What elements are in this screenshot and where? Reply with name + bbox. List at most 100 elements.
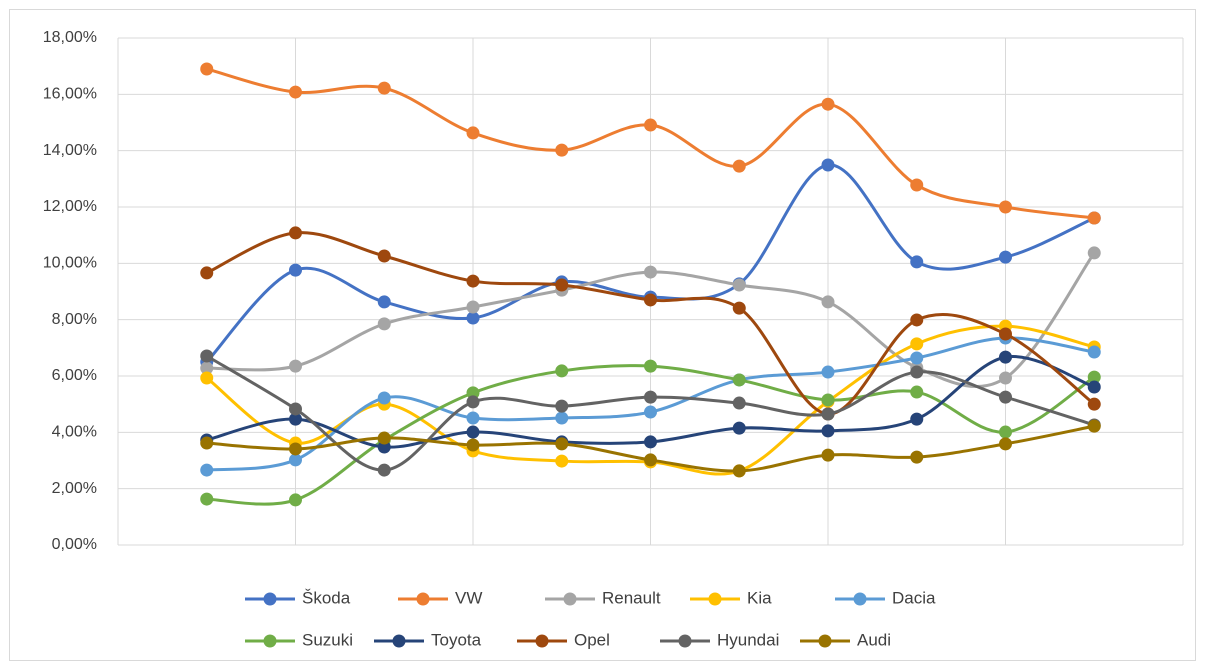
point <box>466 126 480 140</box>
point <box>289 226 302 240</box>
legend-marker <box>563 592 577 606</box>
point <box>377 317 391 331</box>
legend-marker <box>853 592 867 606</box>
point <box>377 463 391 477</box>
y-tick-label: 16,00% <box>43 86 97 103</box>
point <box>644 405 657 419</box>
point <box>555 364 569 378</box>
point <box>466 274 480 288</box>
legend-label: Hyundai <box>717 630 779 649</box>
point <box>466 395 480 409</box>
point <box>644 118 657 132</box>
point <box>289 359 302 373</box>
legend-label: VW <box>455 588 482 607</box>
point <box>732 278 746 292</box>
point <box>1087 397 1101 411</box>
point <box>999 327 1012 341</box>
point <box>200 463 214 477</box>
point <box>377 391 391 405</box>
point <box>910 178 924 192</box>
point <box>377 431 391 445</box>
point <box>466 438 480 452</box>
legend-label: Kia <box>747 588 772 607</box>
point <box>200 266 214 280</box>
point <box>821 393 835 407</box>
point <box>644 453 657 467</box>
point <box>821 295 835 309</box>
legend-marker <box>818 634 832 648</box>
series-line <box>205 251 1096 388</box>
legend-marker <box>678 634 692 648</box>
series-line <box>205 231 1096 416</box>
point <box>732 301 746 315</box>
point <box>732 396 746 410</box>
legend-label: Toyota <box>431 630 482 649</box>
point <box>999 390 1012 404</box>
point <box>555 143 569 157</box>
point <box>1087 211 1101 225</box>
point <box>644 390 657 404</box>
point <box>910 337 924 351</box>
point <box>289 402 302 416</box>
point <box>289 85 302 99</box>
point <box>999 250 1012 264</box>
legend-label: Suzuki <box>302 630 353 649</box>
point <box>732 159 746 173</box>
point <box>466 386 480 400</box>
legend-label: Renault <box>602 588 661 607</box>
point <box>821 158 835 172</box>
point <box>289 442 302 456</box>
point <box>377 249 391 263</box>
y-tick-label: 8,00% <box>52 311 97 328</box>
point <box>555 454 569 468</box>
plot <box>200 62 1101 507</box>
point <box>289 263 302 277</box>
legend-marker <box>263 592 277 606</box>
y-tick-label: 14,00% <box>43 142 97 159</box>
point <box>1087 370 1101 384</box>
point <box>289 453 302 467</box>
point <box>289 493 302 507</box>
legend-label: Opel <box>574 630 610 649</box>
point <box>555 278 569 292</box>
point <box>644 435 657 449</box>
point <box>644 293 657 307</box>
chart-border <box>9 9 1196 661</box>
y-tick-label: 12,00% <box>43 198 97 215</box>
point <box>821 424 835 438</box>
point <box>377 295 391 309</box>
y-tick-label: 2,00% <box>52 480 97 497</box>
point <box>200 349 214 363</box>
point <box>910 365 924 379</box>
legend-marker <box>263 634 277 648</box>
point <box>732 373 746 387</box>
point <box>910 450 924 464</box>
point <box>821 97 835 111</box>
legend-marker <box>416 592 430 606</box>
point <box>910 412 924 426</box>
point <box>1087 419 1101 433</box>
grid: 0,00% 2,00% 4,00% 6,00% 8,00% 10,00% 12,00% 14,… <box>43 29 1184 553</box>
y-tick-label: 0,00% <box>52 536 97 553</box>
point <box>999 371 1012 385</box>
y-tick-label: 6,00% <box>52 367 97 384</box>
point <box>821 365 835 379</box>
point <box>200 492 214 506</box>
point <box>466 311 480 325</box>
legend-marker <box>708 592 722 606</box>
legend-label: Dacia <box>892 588 936 607</box>
point <box>466 300 480 314</box>
legend-marker <box>392 634 406 648</box>
point <box>1087 246 1101 260</box>
point <box>200 62 214 76</box>
point <box>910 255 924 269</box>
legend-label: Audi <box>857 630 891 649</box>
point <box>377 81 391 95</box>
point <box>200 361 214 375</box>
point <box>466 411 480 425</box>
point <box>999 437 1012 451</box>
point <box>466 425 480 439</box>
point <box>555 399 569 413</box>
point <box>999 425 1012 439</box>
